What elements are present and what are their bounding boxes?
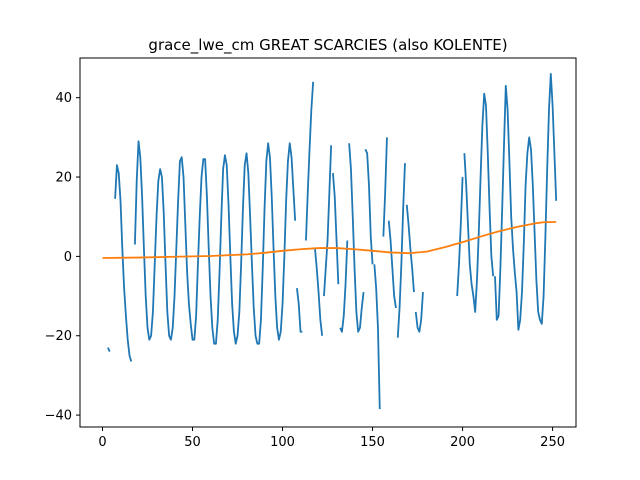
- series-0-segment-12: [382, 137, 388, 237]
- series-0-segment-15: [405, 204, 415, 293]
- y-tick-label-3: 20: [55, 171, 72, 186]
- y-tick-label-2: 0: [64, 250, 72, 265]
- x-tick-label-0: 0: [98, 435, 106, 450]
- series-0-segment-10: [364, 148, 374, 265]
- y-tick-label-4: 40: [55, 91, 72, 106]
- series-0-segment-1: [114, 164, 133, 362]
- plot-frame: [79, 57, 577, 428]
- series-0-segment-6: [323, 145, 333, 297]
- series-0-segment-4: [305, 81, 315, 241]
- x-tick-label-2: 100: [270, 435, 295, 450]
- series-0-segment-11: [373, 264, 381, 410]
- y-axis: −40 −20 0 20 40: [45, 91, 80, 424]
- series-0-segment-17: [456, 176, 464, 297]
- series-0-segment-0: [107, 347, 111, 352]
- series-0-segment-14: [396, 163, 406, 338]
- x-axis: 0 50 100 150 200 250: [98, 427, 565, 450]
- series-0-segment-5: [314, 248, 324, 336]
- series-0-segment-7: [332, 172, 340, 285]
- chart-title: grace_lwe_cm GREAT SCARCIES (also KOLENT…: [148, 36, 507, 55]
- series-1-segment-0: [102, 220, 557, 259]
- series-0-segment-9: [348, 143, 365, 333]
- y-tick-label-1: −20: [45, 329, 72, 344]
- series-layer: [102, 72, 558, 410]
- series-0-segment-19: [494, 72, 558, 331]
- x-tick-label-3: 150: [360, 435, 385, 450]
- x-tick-label-1: 50: [184, 435, 201, 450]
- x-tick-label-5: 250: [540, 435, 565, 450]
- series-0-segment-3: [296, 288, 303, 333]
- series-0-segment-18: [463, 92, 495, 313]
- series-0-segment-2: [134, 140, 297, 345]
- x-tick-label-4: 200: [450, 435, 475, 450]
- y-tick-label-0: −40: [45, 409, 72, 424]
- series-0-segment-13: [387, 220, 397, 309]
- series-0-segment-16: [414, 292, 424, 333]
- series-0-segment-8: [339, 240, 349, 333]
